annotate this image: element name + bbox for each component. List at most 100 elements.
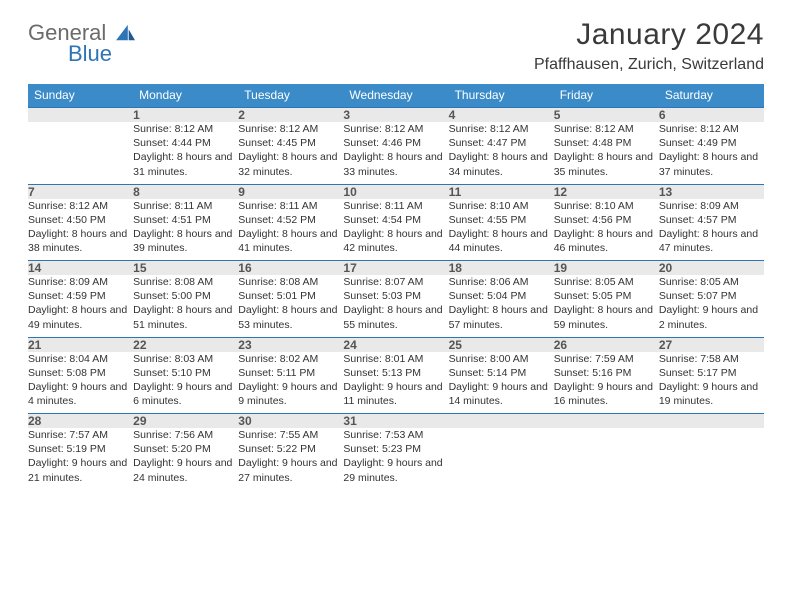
day-cell: Sunrise: 8:00 AMSunset: 5:14 PMDaylight:… (449, 352, 554, 414)
day-number: 15 (133, 261, 238, 276)
sunset-text: Sunset: 4:56 PM (554, 213, 659, 227)
daylight-text: Daylight: 8 hours and 57 minutes. (449, 303, 554, 331)
title-block: January 2024 Pfaffhausen, Zurich, Switze… (534, 18, 764, 74)
day-number: 10 (343, 184, 448, 199)
day-cell: Sunrise: 8:07 AMSunset: 5:03 PMDaylight:… (343, 275, 448, 337)
daylight-text: Daylight: 8 hours and 49 minutes. (28, 303, 133, 331)
day-cell: Sunrise: 8:10 AMSunset: 4:56 PMDaylight:… (554, 199, 659, 261)
day-number: 7 (28, 184, 133, 199)
day-number: 31 (343, 414, 448, 429)
sunset-text: Sunset: 4:47 PM (449, 136, 554, 150)
sunrise-text: Sunrise: 8:10 AM (554, 199, 659, 213)
day-number-row: 123456 (28, 108, 764, 123)
day-number: 24 (343, 337, 448, 352)
brand-logo: General Blue (28, 18, 137, 65)
day-cell: Sunrise: 7:58 AMSunset: 5:17 PMDaylight:… (659, 352, 764, 414)
day-detail-row: Sunrise: 8:04 AMSunset: 5:08 PMDaylight:… (28, 352, 764, 414)
day-number: 18 (449, 261, 554, 276)
sunset-text: Sunset: 4:48 PM (554, 136, 659, 150)
day-number: 4 (449, 108, 554, 123)
daylight-text: Daylight: 8 hours and 35 minutes. (554, 150, 659, 178)
sunset-text: Sunset: 5:10 PM (133, 366, 238, 380)
sunrise-text: Sunrise: 7:59 AM (554, 352, 659, 366)
daylight-text: Daylight: 9 hours and 2 minutes. (659, 303, 764, 331)
day-number: 28 (28, 414, 133, 429)
location-text: Pfaffhausen, Zurich, Switzerland (534, 56, 764, 74)
sunrise-text: Sunrise: 8:12 AM (554, 122, 659, 136)
day-number-row: 28293031 (28, 414, 764, 429)
day-cell: Sunrise: 8:06 AMSunset: 5:04 PMDaylight:… (449, 275, 554, 337)
day-cell: Sunrise: 8:09 AMSunset: 4:57 PMDaylight:… (659, 199, 764, 261)
day-cell: Sunrise: 7:59 AMSunset: 5:16 PMDaylight:… (554, 352, 659, 414)
day-number (554, 414, 659, 429)
day-cell: Sunrise: 8:05 AMSunset: 5:07 PMDaylight:… (659, 275, 764, 337)
daylight-text: Daylight: 8 hours and 51 minutes. (133, 303, 238, 331)
sunset-text: Sunset: 5:20 PM (133, 442, 238, 456)
day-cell: Sunrise: 8:03 AMSunset: 5:10 PMDaylight:… (133, 352, 238, 414)
sunrise-text: Sunrise: 8:12 AM (28, 199, 133, 213)
sunset-text: Sunset: 5:23 PM (343, 442, 448, 456)
sunset-text: Sunset: 5:00 PM (133, 289, 238, 303)
daylight-text: Daylight: 9 hours and 29 minutes. (343, 456, 448, 484)
day-cell: Sunrise: 8:12 AMSunset: 4:46 PMDaylight:… (343, 122, 448, 184)
sunrise-text: Sunrise: 8:00 AM (449, 352, 554, 366)
sunrise-text: Sunrise: 7:53 AM (343, 428, 448, 442)
day-cell (659, 428, 764, 490)
sunset-text: Sunset: 4:52 PM (238, 213, 343, 227)
day-number: 16 (238, 261, 343, 276)
sunrise-text: Sunrise: 8:12 AM (133, 122, 238, 136)
day-cell: Sunrise: 7:57 AMSunset: 5:19 PMDaylight:… (28, 428, 133, 490)
daylight-text: Daylight: 9 hours and 11 minutes. (343, 380, 448, 408)
sail-icon (115, 24, 137, 42)
daylight-text: Daylight: 8 hours and 37 minutes. (659, 150, 764, 178)
brand-blue: Blue (68, 43, 112, 65)
day-cell: Sunrise: 8:09 AMSunset: 4:59 PMDaylight:… (28, 275, 133, 337)
sunrise-text: Sunrise: 8:04 AM (28, 352, 133, 366)
day-number: 11 (449, 184, 554, 199)
sunrise-text: Sunrise: 8:11 AM (133, 199, 238, 213)
day-number: 26 (554, 337, 659, 352)
day-number: 2 (238, 108, 343, 123)
day-detail-row: Sunrise: 7:57 AMSunset: 5:19 PMDaylight:… (28, 428, 764, 490)
sunset-text: Sunset: 5:05 PM (554, 289, 659, 303)
daylight-text: Daylight: 8 hours and 42 minutes. (343, 227, 448, 255)
day-cell: Sunrise: 8:10 AMSunset: 4:55 PMDaylight:… (449, 199, 554, 261)
day-cell: Sunrise: 8:02 AMSunset: 5:11 PMDaylight:… (238, 352, 343, 414)
sunrise-text: Sunrise: 8:07 AM (343, 275, 448, 289)
daylight-text: Daylight: 9 hours and 21 minutes. (28, 456, 133, 484)
sunrise-text: Sunrise: 7:57 AM (28, 428, 133, 442)
day-number-row: 21222324252627 (28, 337, 764, 352)
sunrise-text: Sunrise: 8:10 AM (449, 199, 554, 213)
sunset-text: Sunset: 4:54 PM (343, 213, 448, 227)
sunrise-text: Sunrise: 8:03 AM (133, 352, 238, 366)
day-number: 25 (449, 337, 554, 352)
day-cell: Sunrise: 8:11 AMSunset: 4:54 PMDaylight:… (343, 199, 448, 261)
sunrise-text: Sunrise: 8:12 AM (343, 122, 448, 136)
col-wednesday: Wednesday (343, 84, 448, 108)
sunrise-text: Sunrise: 8:06 AM (449, 275, 554, 289)
sunset-text: Sunset: 4:51 PM (133, 213, 238, 227)
day-cell: Sunrise: 8:11 AMSunset: 4:52 PMDaylight:… (238, 199, 343, 261)
daylight-text: Daylight: 8 hours and 39 minutes. (133, 227, 238, 255)
day-number: 13 (659, 184, 764, 199)
day-cell: Sunrise: 8:12 AMSunset: 4:44 PMDaylight:… (133, 122, 238, 184)
daylight-text: Daylight: 8 hours and 31 minutes. (133, 150, 238, 178)
day-cell: Sunrise: 8:12 AMSunset: 4:47 PMDaylight:… (449, 122, 554, 184)
sunset-text: Sunset: 5:19 PM (28, 442, 133, 456)
sunrise-text: Sunrise: 7:55 AM (238, 428, 343, 442)
day-number: 5 (554, 108, 659, 123)
day-cell (28, 122, 133, 184)
day-number (449, 414, 554, 429)
daylight-text: Daylight: 8 hours and 46 minutes. (554, 227, 659, 255)
sunset-text: Sunset: 5:11 PM (238, 366, 343, 380)
daylight-text: Daylight: 9 hours and 16 minutes. (554, 380, 659, 408)
sunset-text: Sunset: 5:14 PM (449, 366, 554, 380)
day-number: 17 (343, 261, 448, 276)
day-number (659, 414, 764, 429)
col-tuesday: Tuesday (238, 84, 343, 108)
day-number: 8 (133, 184, 238, 199)
sunset-text: Sunset: 4:55 PM (449, 213, 554, 227)
sunrise-text: Sunrise: 8:08 AM (238, 275, 343, 289)
sunrise-text: Sunrise: 8:11 AM (343, 199, 448, 213)
day-number-row: 78910111213 (28, 184, 764, 199)
